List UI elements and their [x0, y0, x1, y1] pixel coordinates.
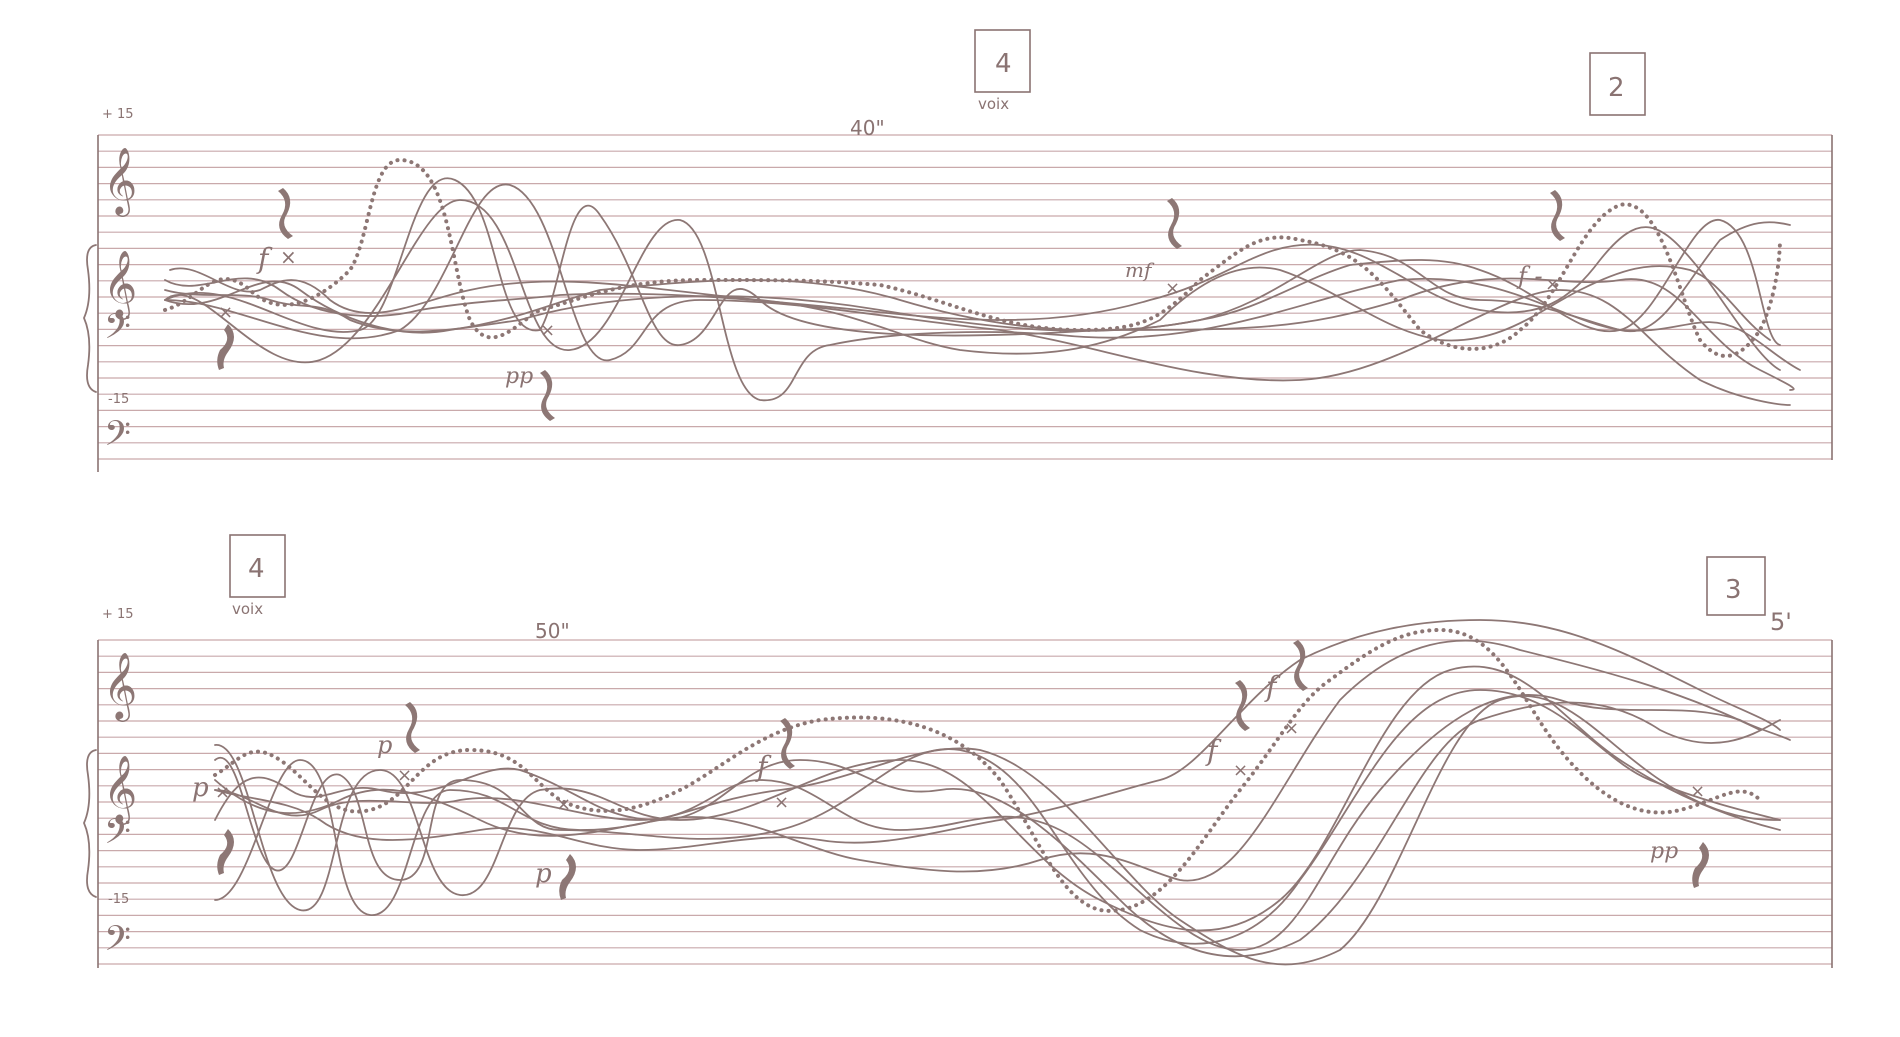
- breath-mark-icon: [1293, 640, 1308, 691]
- section-box: [229, 534, 286, 598]
- time-label: 50": [535, 619, 570, 643]
- breath-mark-icon: [405, 702, 420, 753]
- voice-curve: [214, 695, 1781, 966]
- range-bottom-label: -15: [108, 392, 129, 407]
- cross-mark-icon: ×: [397, 765, 412, 786]
- bass-clef-icon: 𝄢: [104, 413, 131, 462]
- breath-mark-icon: [540, 370, 555, 421]
- voice-curve: [169, 265, 1771, 355]
- end-box-suffix: 5': [1770, 608, 1792, 636]
- voice-curve: [214, 689, 1781, 945]
- breath-mark-icon: [1167, 198, 1182, 249]
- dynamic-marking: mf: [1125, 258, 1155, 282]
- section-number: 4: [248, 554, 265, 584]
- end-box-number: 3: [1725, 575, 1742, 605]
- dynamic-marking: f: [1264, 670, 1281, 703]
- breath-mark-icon: [1550, 190, 1565, 241]
- bass-clef-icon: 𝄢: [104, 811, 131, 860]
- staff-lines-2: [98, 639, 1832, 965]
- cross-mark-icon: ×: [280, 245, 297, 269]
- system-1: + 15 -15 40" 4 voix 2 𝄞 𝄞 𝄢 𝄢 × × × × × …: [83, 29, 1833, 472]
- end-box: [1589, 52, 1646, 116]
- breath-mark-icon: [1692, 842, 1709, 888]
- section-number: 4: [995, 49, 1012, 79]
- voice-curve: [164, 226, 1781, 371]
- cross-mark-icon: ×: [556, 794, 571, 815]
- staff-lines-1: [98, 134, 1832, 460]
- dynamic-marking: pp: [505, 364, 533, 389]
- cross-mark-icon: ×: [1690, 781, 1705, 802]
- range-top-label: + 15: [102, 107, 134, 122]
- breath-mark-icon: [559, 854, 576, 900]
- bass-clef-icon: 𝄢: [104, 306, 131, 355]
- section-box: [974, 29, 1031, 93]
- staff-brace: [83, 749, 97, 898]
- end-box-number: 2: [1608, 73, 1625, 103]
- breath-mark-icon: [217, 324, 234, 370]
- voice-curve: [214, 665, 1781, 932]
- dynamic-marking: pp: [1650, 839, 1678, 864]
- dynamic-marking: p: [377, 731, 392, 759]
- cross-mark-icon: ×: [215, 782, 230, 803]
- treble-clef-icon: 𝄞: [103, 754, 137, 825]
- section-caption: voix: [232, 600, 263, 618]
- system-2: + 15 -15 50" 4 voix 3 5' 𝄞 𝄞 𝄢 𝄢 × × × ×…: [83, 534, 1833, 968]
- dynamic-marking: f -: [1516, 262, 1543, 290]
- cross-mark-icon: ×: [1165, 278, 1180, 299]
- breath-mark-icon: [217, 829, 234, 875]
- dynamic-marking: f: [256, 242, 273, 275]
- dynamic-marking: p: [192, 773, 209, 803]
- time-label: 40": [850, 116, 885, 140]
- treble-clef-icon: 𝄞: [103, 249, 137, 320]
- cross-mark-icon: ×: [1233, 760, 1248, 781]
- cross-mark-icon: ×: [218, 302, 233, 323]
- cross-mark-icon: ×: [1284, 718, 1299, 739]
- voice-curve: [214, 639, 1761, 882]
- voice-curve: [164, 183, 1791, 406]
- end-box: [1706, 556, 1766, 616]
- breath-mark-icon: [780, 718, 795, 769]
- voice-curve: [214, 701, 1781, 958]
- breath-mark-icon: [278, 188, 293, 239]
- range-top-label: + 15: [102, 607, 134, 622]
- voice-curve: [214, 619, 1781, 851]
- cross-mark-icon: ×: [540, 320, 555, 341]
- staff-brace: [83, 244, 97, 393]
- cross-mark-icon: ×: [774, 792, 789, 813]
- dynamic-marking: f: [1205, 734, 1222, 767]
- cross-mark-icon: ×: [1545, 274, 1560, 295]
- range-bottom-label: -15: [108, 892, 129, 907]
- dynamic-marking: p: [535, 859, 552, 889]
- section-caption: voix: [978, 95, 1009, 113]
- voice-curve: [214, 693, 1791, 951]
- voice-curve: [164, 221, 1791, 333]
- breath-mark-icon: [1235, 680, 1250, 731]
- treble-clef-icon: 𝄞: [103, 146, 137, 217]
- bass-clef-icon: 𝄢: [104, 918, 131, 967]
- dotted-voice-curve: [163, 157, 1782, 358]
- treble-clef-icon: 𝄞: [103, 651, 137, 722]
